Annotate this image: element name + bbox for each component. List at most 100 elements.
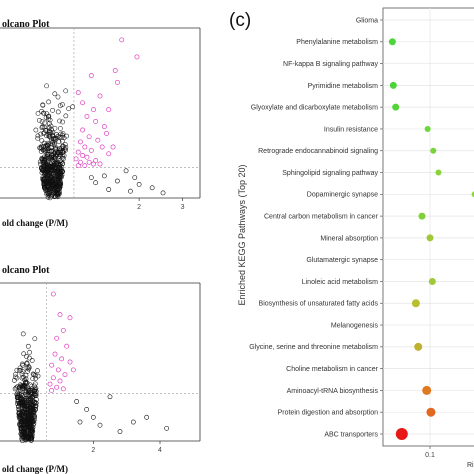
data-point-significant bbox=[62, 372, 68, 378]
data-point-nonsignificant bbox=[12, 377, 17, 383]
data-point-nonsignificant bbox=[59, 168, 65, 174]
data-point-nonsignificant bbox=[101, 173, 107, 179]
data-point-nonsignificant bbox=[31, 372, 37, 377]
data-point-nonsignificant bbox=[32, 399, 38, 405]
data-point-nonsignificant bbox=[27, 408, 33, 414]
data-point-significant bbox=[67, 315, 73, 321]
data-point-significant bbox=[60, 327, 66, 333]
data-point-significant bbox=[54, 335, 60, 341]
data-point-significant bbox=[67, 359, 73, 365]
kegg-enrichment-point bbox=[426, 234, 434, 242]
data-point-nonsignificant bbox=[55, 109, 61, 115]
data-point-nonsignificant bbox=[70, 104, 76, 110]
data-point-significant bbox=[49, 362, 55, 368]
data-point-significant bbox=[60, 386, 66, 392]
x-tick-label: 3 bbox=[181, 204, 185, 211]
data-point-nonsignificant bbox=[123, 168, 129, 174]
data-point-nonsignificant bbox=[46, 131, 52, 137]
kegg-pathway-label: Glycine, serine and threonine metabolism bbox=[249, 344, 378, 351]
data-point-nonsignificant bbox=[54, 135, 60, 141]
data-point-nonsignificant bbox=[20, 374, 26, 380]
data-point-nonsignificant bbox=[59, 159, 64, 165]
kegg-pathway-label: Glioma bbox=[356, 17, 378, 24]
data-point-nonsignificant bbox=[54, 173, 60, 178]
data-point-nonsignificant bbox=[25, 368, 31, 374]
kegg-enrichment-point bbox=[435, 169, 442, 176]
data-point-nonsignificant bbox=[29, 404, 34, 409]
data-point-nonsignificant bbox=[24, 389, 29, 394]
data-point-nonsignificant bbox=[42, 147, 48, 153]
data-point-nonsignificant bbox=[40, 102, 46, 108]
x-tick-label: 2 bbox=[91, 447, 95, 454]
data-point-nonsignificant bbox=[23, 372, 29, 378]
data-point-nonsignificant bbox=[46, 167, 52, 173]
kegg-enrichment-point bbox=[388, 38, 396, 46]
data-point-nonsignificant bbox=[32, 387, 38, 393]
data-point-nonsignificant bbox=[40, 176, 46, 182]
data-point-nonsignificant bbox=[41, 110, 46, 116]
data-point-nonsignificant bbox=[35, 136, 41, 141]
data-point-nonsignificant bbox=[50, 139, 56, 144]
kegg-pathway-label: Linoleic acid metabolism bbox=[302, 279, 378, 286]
data-point-nonsignificant bbox=[39, 165, 44, 170]
data-point-nonsignificant bbox=[93, 180, 99, 186]
data-point-significant bbox=[95, 137, 101, 143]
data-point-nonsignificant bbox=[23, 379, 28, 385]
data-point-nonsignificant bbox=[50, 164, 56, 170]
data-point-nonsignificant bbox=[52, 91, 58, 97]
data-point-nonsignificant bbox=[14, 367, 20, 373]
data-point-significant bbox=[80, 100, 86, 106]
data-point-nonsignificant bbox=[90, 414, 96, 420]
volcano-top-xlabel: old change (P/M) bbox=[2, 218, 68, 228]
data-point-nonsignificant bbox=[25, 402, 31, 407]
data-point-significant bbox=[97, 93, 103, 99]
data-point-nonsignificant bbox=[26, 411, 32, 417]
data-point-nonsignificant bbox=[132, 175, 138, 180]
data-point-nonsignificant bbox=[60, 119, 65, 125]
data-point-nonsignificant bbox=[56, 165, 62, 171]
kegg-enrichment-point bbox=[392, 103, 400, 111]
data-point-significant bbox=[52, 351, 58, 357]
kegg-plot-frame bbox=[382, 7, 474, 447]
data-point-nonsignificant bbox=[36, 117, 42, 123]
kegg-x-tick-label: 0.1 bbox=[425, 452, 435, 459]
data-point-nonsignificant bbox=[38, 161, 43, 167]
data-point-significant bbox=[110, 144, 116, 150]
data-point-nonsignificant bbox=[52, 187, 57, 193]
data-point-nonsignificant bbox=[61, 135, 67, 141]
data-point-nonsignificant bbox=[97, 422, 103, 428]
data-point-nonsignificant bbox=[57, 189, 62, 195]
panel-c-label: (c) bbox=[229, 10, 252, 31]
data-point-nonsignificant bbox=[144, 414, 150, 420]
data-point-nonsignificant bbox=[51, 162, 57, 168]
data-point-significant bbox=[101, 124, 107, 130]
kegg-enrichment-point bbox=[426, 407, 436, 417]
data-point-nonsignificant bbox=[60, 132, 65, 138]
data-point-nonsignificant bbox=[54, 193, 60, 198]
kegg-plot-area: Glioma Phenylalanine metabolism NF-kappa B… bbox=[249, 7, 474, 469]
data-point-nonsignificant bbox=[56, 139, 62, 145]
data-point-nonsignificant bbox=[35, 368, 40, 374]
data-point-nonsignificant bbox=[74, 399, 80, 404]
data-point-significant bbox=[82, 163, 88, 169]
data-point-nonsignificant bbox=[20, 397, 26, 403]
data-point-nonsignificant bbox=[57, 152, 63, 158]
kegg-pathway-label: Glyoxylate and dicarboxylate metabolism bbox=[251, 105, 378, 112]
data-point-nonsignificant bbox=[38, 145, 44, 150]
data-point-nonsignificant bbox=[31, 416, 37, 422]
kegg-enrichment-point bbox=[418, 212, 426, 220]
data-point-nonsignificant bbox=[16, 407, 22, 413]
kegg-enrichment-point bbox=[422, 385, 432, 395]
data-point-significant bbox=[49, 387, 55, 393]
data-point-significant bbox=[112, 68, 118, 73]
data-point-significant bbox=[97, 161, 103, 167]
data-point-significant bbox=[75, 163, 81, 169]
data-point-nonsignificant bbox=[136, 181, 142, 187]
data-point-nonsignificant bbox=[33, 376, 39, 381]
data-point-nonsignificant bbox=[54, 161, 59, 167]
kegg-pathway-label: Insulin resistance bbox=[324, 126, 378, 133]
data-point-nonsignificant bbox=[19, 411, 25, 417]
data-point-nonsignificant bbox=[42, 120, 48, 126]
